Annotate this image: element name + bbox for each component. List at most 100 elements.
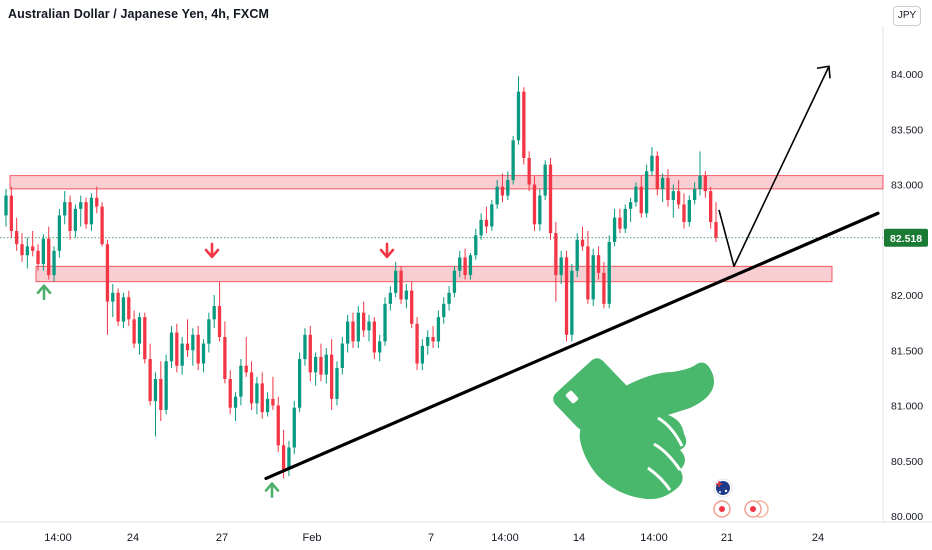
candle: [340, 336, 344, 375]
candle: [543, 160, 547, 200]
support-zone[interactable]: [35, 265, 833, 283]
projection-path[interactable]: [718, 65, 831, 268]
candle: [650, 146, 654, 176]
candle: [89, 193, 94, 231]
candle: [25, 237, 30, 269]
candle: [260, 372, 264, 419]
time-axis[interactable]: 14:00 24 27 Feb 7 14:00 14 14:00 21 24: [0, 521, 932, 544]
candle: [137, 312, 142, 355]
candle: [73, 204, 78, 238]
candle: [468, 253, 473, 280]
candle: [607, 235, 611, 309]
candle: [4, 188, 8, 227]
candle: [612, 208, 617, 247]
price-tick-label: 81.000: [891, 401, 923, 413]
candle: [554, 222, 558, 302]
candle: [580, 226, 585, 251]
candle: [591, 248, 595, 307]
candle: [265, 392, 270, 417]
candle: [20, 233, 24, 262]
candle: [692, 182, 697, 205]
candle: [308, 325, 312, 382]
candle: [447, 286, 451, 311]
candle: [356, 306, 360, 349]
trendline[interactable]: [264, 211, 880, 481]
candle: [575, 233, 579, 278]
candle: [9, 186, 13, 238]
candle: [116, 288, 120, 326]
candle: [329, 339, 334, 410]
candle: [63, 191, 67, 225]
candle: [143, 312, 147, 364]
candle: [410, 281, 414, 329]
time-tick-label: 14:00: [491, 532, 519, 544]
thumb-hand: [579, 362, 715, 500]
candle: [431, 325, 435, 349]
arrow-down-icon: [204, 242, 220, 259]
resistance-zone[interactable]: [9, 175, 884, 190]
candle: [495, 180, 499, 209]
time-tick-label: 27: [216, 532, 228, 544]
price-tick-label: 84.000: [891, 69, 923, 81]
candle: [132, 310, 136, 349]
candle: [474, 228, 478, 260]
candle: [532, 175, 537, 231]
candlestick-series: [4, 76, 718, 479]
candle: [244, 336, 248, 377]
australia-flag-icon[interactable]: [713, 478, 733, 498]
candle: [95, 186, 99, 214]
candle: [79, 195, 83, 227]
candle: [490, 199, 494, 231]
candle: [436, 310, 441, 349]
candle: [351, 312, 355, 349]
candle: [148, 343, 152, 406]
candle: [233, 392, 238, 421]
candle: [276, 396, 280, 452]
candle: [676, 180, 681, 209]
candle: [628, 197, 633, 223]
candle: [367, 314, 371, 342]
candle: [426, 330, 430, 355]
candle: [404, 283, 409, 309]
candle: [201, 339, 206, 373]
arrow-up-icon: [264, 482, 280, 498]
candle: [164, 354, 168, 415]
candle: [255, 376, 259, 415]
candle: [420, 339, 425, 371]
signal-markers: [36, 242, 395, 498]
candle: [217, 281, 222, 342]
event-icon[interactable]: [744, 500, 769, 518]
candle: [559, 250, 563, 284]
candle: [41, 234, 46, 271]
price-axis[interactable]: 84.00083.50083.00082.50082.00081.50081.0…: [882, 26, 923, 523]
candle: [180, 336, 184, 375]
event-icons[interactable]: [713, 478, 769, 518]
candle: [15, 217, 19, 251]
candle: [666, 169, 670, 207]
candle: [169, 325, 174, 368]
candle: [639, 175, 643, 218]
candle: [84, 197, 88, 229]
candle: [324, 348, 328, 384]
candle: [292, 401, 296, 455]
candle: [687, 195, 691, 227]
candle: [57, 208, 62, 258]
candle: [100, 202, 104, 247]
candle: [500, 173, 505, 203]
candle: [127, 290, 131, 326]
time-tick-label: 14: [573, 532, 585, 544]
candle: [31, 230, 35, 257]
price-tick-label: 80.000: [891, 511, 923, 523]
candle: [458, 250, 462, 278]
candle: [618, 208, 622, 234]
candle: [452, 266, 457, 298]
candle: [634, 182, 638, 207]
candle: [271, 376, 275, 410]
candle: [378, 334, 382, 362]
candle: [511, 135, 515, 185]
last-price-tag[interactable]: 82.518: [884, 228, 928, 247]
time-tick-label: 14:00: [44, 532, 72, 544]
currency-button[interactable]: JPY: [893, 6, 921, 26]
event-icon[interactable]: [713, 500, 731, 518]
